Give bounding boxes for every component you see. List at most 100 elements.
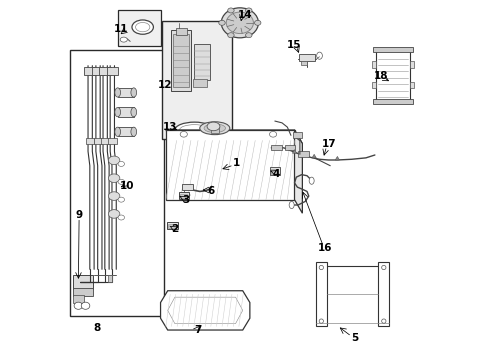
Text: 4: 4 <box>272 168 280 179</box>
Bar <box>108 138 116 144</box>
Text: 15: 15 <box>286 40 301 50</box>
Ellipse shape <box>180 131 187 137</box>
Ellipse shape <box>245 8 251 13</box>
Ellipse shape <box>206 122 220 131</box>
Ellipse shape <box>203 124 225 132</box>
Ellipse shape <box>108 192 120 201</box>
Bar <box>182 184 193 190</box>
Polygon shape <box>294 130 302 213</box>
Text: 7: 7 <box>194 325 202 335</box>
Bar <box>73 288 93 296</box>
Bar <box>73 296 83 303</box>
Bar <box>378 262 388 327</box>
Polygon shape <box>292 150 296 153</box>
Ellipse shape <box>218 20 225 25</box>
Bar <box>315 262 326 327</box>
Text: 3: 3 <box>182 195 189 204</box>
Text: 6: 6 <box>207 186 214 197</box>
Text: 14: 14 <box>237 10 252 20</box>
Bar <box>409 82 413 89</box>
Bar <box>168 224 175 228</box>
Bar <box>298 151 308 157</box>
Ellipse shape <box>108 174 120 183</box>
Text: 17: 17 <box>321 139 336 149</box>
Text: 18: 18 <box>373 71 387 81</box>
Bar <box>84 67 96 75</box>
Bar <box>372 99 412 104</box>
Ellipse shape <box>316 52 322 59</box>
Ellipse shape <box>254 20 261 25</box>
Bar <box>292 132 301 138</box>
Bar <box>99 67 111 75</box>
Bar <box>375 50 409 102</box>
Bar <box>271 145 282 150</box>
Polygon shape <box>165 130 294 200</box>
Ellipse shape <box>108 210 120 218</box>
Text: 8: 8 <box>93 323 101 333</box>
Text: 11: 11 <box>114 24 128 34</box>
Bar <box>118 10 160 46</box>
Bar <box>180 194 187 198</box>
Bar <box>118 88 134 97</box>
Bar <box>371 82 375 89</box>
Ellipse shape <box>131 108 136 117</box>
Ellipse shape <box>74 302 82 309</box>
Bar <box>270 168 277 174</box>
Bar <box>94 138 102 144</box>
Ellipse shape <box>131 127 136 136</box>
Polygon shape <box>160 291 249 330</box>
Polygon shape <box>335 157 339 160</box>
Bar <box>171 30 190 91</box>
Text: 13: 13 <box>163 122 177 132</box>
Ellipse shape <box>308 177 313 184</box>
Text: 16: 16 <box>317 243 332 253</box>
Ellipse shape <box>179 125 209 135</box>
Bar <box>108 275 111 282</box>
Ellipse shape <box>115 127 121 136</box>
Ellipse shape <box>115 88 121 97</box>
Ellipse shape <box>118 197 124 202</box>
Bar <box>166 222 177 229</box>
Bar <box>118 108 134 117</box>
Ellipse shape <box>269 131 276 137</box>
Ellipse shape <box>381 265 385 270</box>
Bar <box>176 28 186 35</box>
Ellipse shape <box>81 302 90 309</box>
Bar <box>210 124 219 133</box>
Ellipse shape <box>226 12 253 33</box>
Bar <box>86 138 94 144</box>
Text: 5: 5 <box>350 333 357 343</box>
Bar <box>409 61 413 68</box>
Bar <box>371 61 375 68</box>
Polygon shape <box>311 154 316 158</box>
Bar <box>300 61 307 65</box>
Ellipse shape <box>200 122 229 135</box>
Ellipse shape <box>245 33 251 38</box>
Ellipse shape <box>288 202 294 208</box>
Ellipse shape <box>131 88 136 97</box>
Polygon shape <box>165 130 302 144</box>
Ellipse shape <box>319 319 323 323</box>
Ellipse shape <box>135 22 149 32</box>
Ellipse shape <box>175 122 214 138</box>
Ellipse shape <box>118 215 124 220</box>
Text: 12: 12 <box>158 80 172 90</box>
Bar <box>118 127 134 136</box>
Bar <box>193 44 209 80</box>
Ellipse shape <box>319 265 323 270</box>
Bar <box>173 33 189 87</box>
Ellipse shape <box>381 319 385 323</box>
Bar <box>162 21 231 139</box>
Polygon shape <box>167 297 242 324</box>
Bar <box>92 67 103 75</box>
Text: 10: 10 <box>120 181 134 192</box>
Ellipse shape <box>115 108 121 117</box>
Text: 1: 1 <box>232 158 240 168</box>
Bar <box>269 167 279 175</box>
Bar <box>179 192 189 199</box>
Ellipse shape <box>108 156 120 165</box>
Text: 2: 2 <box>171 224 179 234</box>
Ellipse shape <box>132 20 153 34</box>
Bar <box>106 67 118 75</box>
Ellipse shape <box>120 37 127 42</box>
